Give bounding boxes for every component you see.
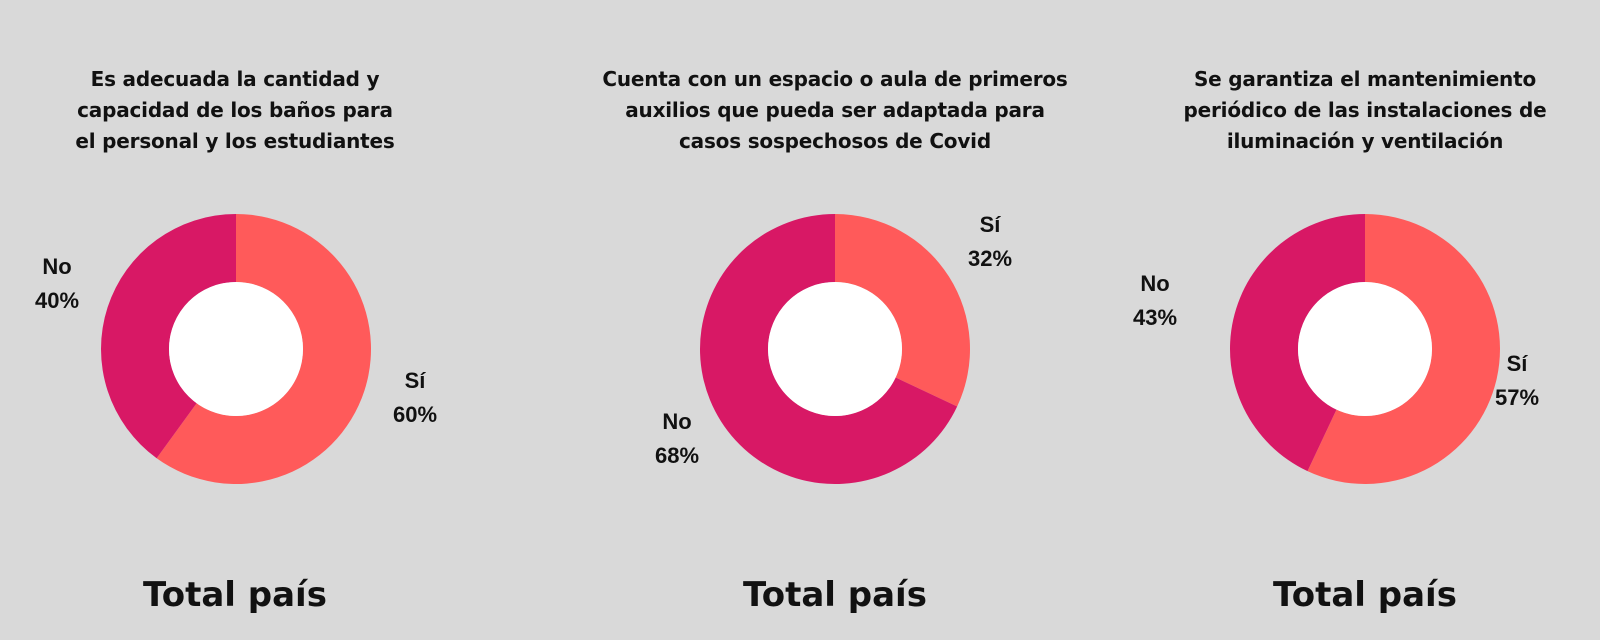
slice-value: 60% — [392, 402, 438, 427]
chart-footer: Total país — [743, 575, 927, 615]
slice-value: 57% — [1494, 385, 1540, 410]
slice-name: Sí — [404, 368, 426, 393]
slice-value: 68% — [654, 443, 700, 468]
slice-label-si: Sí 60% — [370, 364, 460, 432]
chart-title-line: casos sospechosos de Covid — [679, 129, 991, 153]
chart-title: Se garantiza el mantenimiento periódico … — [1130, 64, 1600, 157]
donut-slice-no — [101, 214, 236, 459]
slice-label-no: No 43% — [1110, 267, 1200, 335]
chart-footer: Total país — [143, 575, 327, 615]
chart-title-line: Se garantiza el mantenimiento — [1193, 67, 1537, 91]
donut-hole — [169, 282, 303, 416]
slice-name: Sí — [1506, 351, 1528, 376]
slice-label-no: No 68% — [632, 405, 722, 473]
donut-chart — [700, 213, 970, 484]
donut-slice-no — [1230, 214, 1365, 472]
donut-slice-si — [835, 214, 970, 407]
donut-chart — [101, 214, 372, 484]
donut-slice-si — [1307, 214, 1500, 484]
donut-hole — [1298, 282, 1432, 416]
chart-title-line: capacidad de los baños para — [77, 98, 393, 122]
chart-panel-2: Cuenta con un espacio o aula de primeros… — [565, 0, 1105, 640]
chart-title-line: el personal y los estudiantes — [75, 129, 395, 153]
chart-panel-1: Es adecuada la cantidad y capacidad de l… — [0, 0, 470, 640]
slice-name: No — [662, 409, 692, 434]
donut-slice-no — [700, 213, 958, 484]
donut-chart — [1230, 214, 1500, 484]
donut-hole — [768, 282, 902, 416]
chart-title: Es adecuada la cantidad y capacidad de l… — [0, 64, 470, 157]
slice-label-no: No 40% — [12, 250, 102, 318]
slice-label-si: Sí 57% — [1472, 347, 1562, 415]
slice-value: 43% — [1132, 305, 1178, 330]
chart-title-line: Es adecuada la cantidad y — [90, 67, 380, 91]
chart-footer: Total país — [1273, 575, 1457, 615]
chart-title-line: auxilios que pueda ser adaptada para — [625, 98, 1045, 122]
slice-label-si: Sí 32% — [945, 208, 1035, 276]
chart-title-line: Cuenta con un espacio o aula de primeros — [602, 67, 1068, 91]
slice-name: No — [42, 254, 72, 279]
chart-title-line: iluminación y ventilación — [1226, 129, 1504, 153]
chart-title-line: periódico de las instalaciones de — [1183, 98, 1547, 122]
donut-slice-si — [156, 214, 372, 484]
slice-value: 32% — [967, 246, 1013, 271]
slice-value: 40% — [34, 288, 80, 313]
chart-panel-3: Se garantiza el mantenimiento periódico … — [1130, 0, 1600, 640]
slice-name: Sí — [979, 212, 1001, 237]
slice-name: No — [1140, 271, 1170, 296]
chart-title: Cuenta con un espacio o aula de primeros… — [565, 64, 1105, 157]
